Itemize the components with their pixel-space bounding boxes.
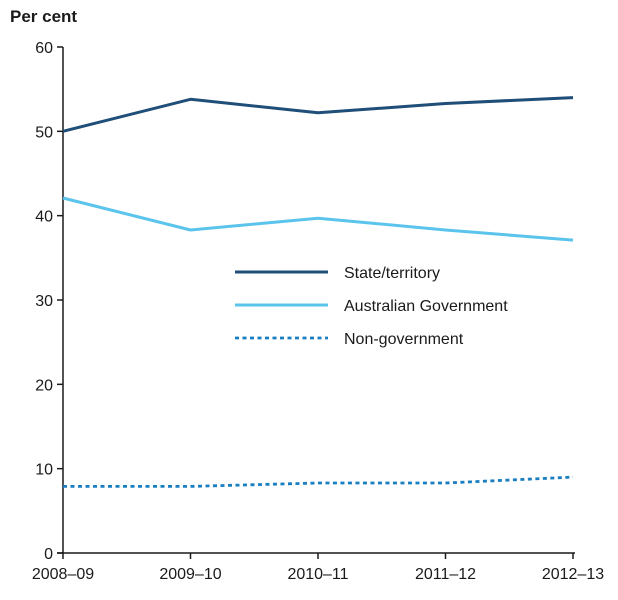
y-tick-label: 10 bbox=[35, 462, 53, 479]
y-tick-label: 0 bbox=[44, 546, 53, 563]
x-ticks: 2008–09 2009–10 2010–11 2011–12 2012–13 bbox=[32, 553, 604, 583]
y-tick-label: 30 bbox=[35, 293, 53, 310]
x-tick-label: 2009–10 bbox=[159, 566, 221, 583]
y-ticks: 0 10 20 30 40 50 60 bbox=[35, 40, 63, 563]
legend-label-australian-government: Australian Government bbox=[344, 298, 508, 315]
x-tick-label: 2008–09 bbox=[32, 566, 94, 583]
legend: State/territory Australian Government Non-… bbox=[235, 265, 508, 348]
legend-label-state-territory: State/territory bbox=[344, 265, 440, 282]
y-axis-label: Per cent bbox=[10, 7, 77, 26]
y-tick-label: 20 bbox=[35, 377, 53, 394]
series-line-non-government bbox=[63, 475, 574, 488]
y-tick-label: 40 bbox=[35, 209, 53, 226]
x-tick-label: 2010–11 bbox=[287, 566, 348, 583]
x-tick-label: 2012–13 bbox=[542, 566, 604, 583]
series-lines bbox=[62, 96, 574, 488]
y-tick-label: 50 bbox=[35, 124, 53, 141]
legend-label-non-government: Non-government bbox=[344, 331, 464, 348]
x-tick-label: 2011–12 bbox=[415, 566, 476, 583]
series-line-australian-government bbox=[62, 196, 574, 242]
y-tick-label: 60 bbox=[35, 40, 53, 57]
series-line-state-territory bbox=[62, 96, 574, 133]
